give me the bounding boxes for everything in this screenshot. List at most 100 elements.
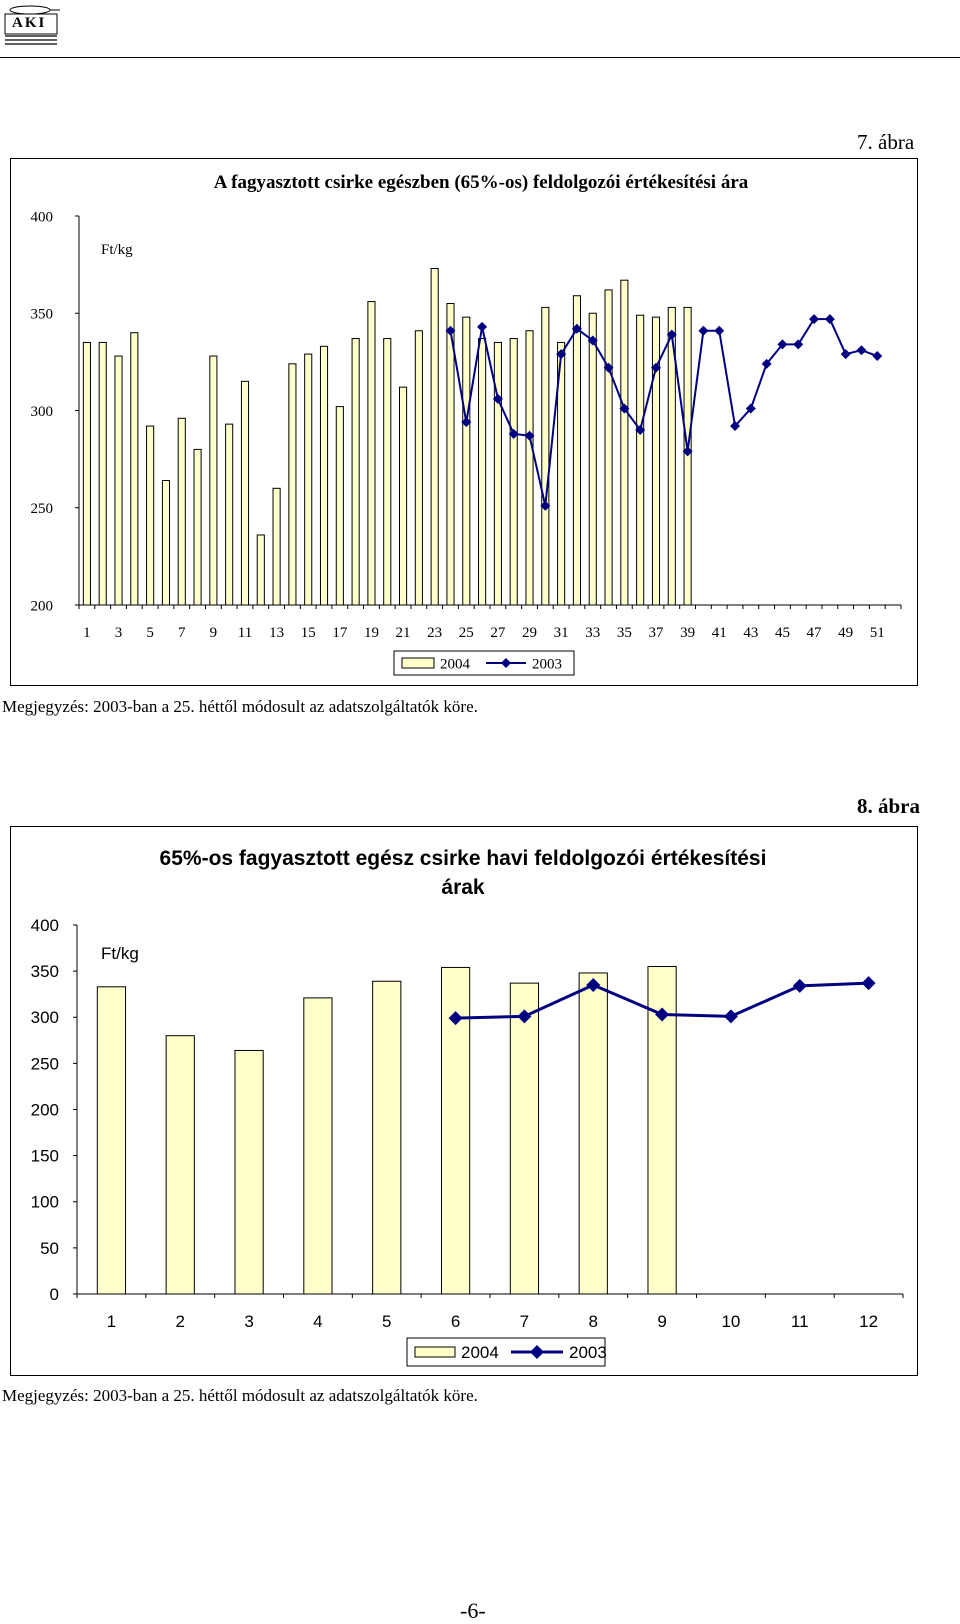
bar-2004 (367, 301, 376, 606)
x-tick-label: 35 (617, 625, 632, 641)
bar-2004 (256, 534, 265, 606)
x-tick-label: 11 (238, 625, 252, 641)
bar-2004 (304, 353, 313, 606)
bar-2004 (667, 306, 676, 606)
y-tick-label: 400 (31, 916, 59, 935)
point-2003 (619, 403, 630, 414)
bar-2004 (272, 487, 281, 606)
figure-1-label: 7. ábra (857, 130, 915, 154)
bar-2004 (288, 363, 297, 606)
x-tick-label: 21 (396, 625, 411, 641)
y-tick-label: 350 (31, 962, 59, 981)
bar-2004 (509, 982, 540, 1295)
y-tick-label: 100 (31, 1193, 59, 1212)
figure-2-note: Megjegyzés: 2003-ban a 25. héttől módosu… (2, 1386, 478, 1405)
bar-2004 (234, 1049, 264, 1295)
x-tick-label: 10 (721, 1312, 740, 1331)
bar-2004 (383, 338, 392, 606)
point-2003 (517, 1009, 532, 1024)
y-tick-label: 50 (40, 1239, 59, 1258)
x-tick-label: 29 (522, 625, 537, 641)
y-axis-label: Ft/kg (101, 242, 133, 258)
y-tick-label: 350 (31, 307, 54, 323)
bar-2004 (303, 997, 333, 1295)
bar-2004 (620, 279, 629, 606)
line-2003-segment (623, 407, 641, 431)
x-tick-label: 3 (244, 1312, 253, 1331)
bar-2004 (399, 386, 408, 606)
bar-2004 (430, 268, 439, 606)
point-2003 (524, 430, 535, 441)
line-2003-segment (765, 343, 784, 365)
point-2003 (761, 358, 772, 369)
bar-2004 (319, 345, 329, 606)
bar-2004 (572, 295, 581, 606)
figure-2-svg: 65%-os fagyasztott egész csirke havi fel… (31, 847, 904, 1367)
line-2003-segment (481, 326, 499, 400)
point-2003 (698, 325, 709, 336)
line-2003-segment (655, 334, 673, 369)
line-2003-segment (465, 326, 484, 423)
bar-2004 (414, 330, 423, 606)
x-tick-label: 7 (178, 625, 186, 641)
x-tick-label: 19 (364, 625, 379, 641)
line-2003-segment (523, 983, 594, 1018)
line-2003-segment (528, 435, 547, 507)
x-tick-label: 51 (870, 625, 885, 641)
bar-2004 (209, 355, 218, 606)
bar-2004 (478, 338, 487, 606)
x-tick-label: 25 (459, 625, 474, 641)
x-tick-label: 2 (176, 1312, 185, 1331)
point-2003 (730, 421, 741, 432)
bar-2004 (636, 314, 645, 606)
bar-2004 (525, 330, 534, 606)
y-axis-label: Ft/kg (101, 944, 139, 963)
bar-2004 (588, 312, 597, 606)
x-tick-label: 9 (210, 625, 218, 641)
bar-2004 (493, 341, 502, 606)
point-2003 (872, 351, 883, 362)
line-2003-segment (592, 983, 663, 1016)
point-2003 (666, 329, 677, 340)
bar-2004 (372, 980, 402, 1295)
point-2003 (793, 339, 804, 350)
point-2003 (650, 362, 661, 373)
point-2003 (723, 1009, 738, 1024)
legend-label-2004: 2004 (461, 1343, 499, 1362)
chart-title: 65%-os fagyasztott egész csirke havi fel… (160, 847, 767, 870)
line-2003-segment (718, 330, 737, 427)
line-2003-segment (639, 367, 657, 431)
bar-2004 (351, 338, 360, 606)
bar-2004 (462, 316, 471, 606)
legend-swatch-2004 (401, 657, 435, 669)
point-2003 (448, 1011, 463, 1026)
point-2003 (861, 976, 876, 991)
line-2003-segment (607, 367, 626, 409)
y-tick-label: 250 (31, 501, 54, 517)
bar-2004 (335, 406, 344, 606)
x-tick-label: 49 (838, 625, 853, 641)
point-2003 (571, 323, 582, 334)
legend-marker-2003 (501, 658, 511, 668)
legend-marker-2003 (530, 1345, 544, 1359)
x-tick-label: 6 (451, 1312, 460, 1331)
line-2003-segment (797, 318, 815, 345)
point-2003 (508, 428, 519, 439)
point-2003 (540, 500, 551, 511)
figure-1-chart: A fagyasztott csirke egészben (65%-os) f… (10, 158, 918, 686)
header-rule (0, 57, 960, 58)
x-tick-label: 11 (791, 1312, 809, 1331)
point-2003 (714, 325, 725, 336)
x-tick-label: 1 (107, 1312, 116, 1331)
bar-2004 (165, 1035, 195, 1295)
y-tick-label: 300 (31, 1008, 59, 1027)
x-tick-label: 27 (490, 625, 506, 641)
point-2003 (856, 345, 867, 356)
x-tick-label: 13 (269, 625, 284, 641)
line-2003-segment (734, 407, 752, 427)
x-tick-label: 33 (585, 625, 600, 641)
bar-2004 (446, 303, 455, 606)
y-tick-label: 250 (31, 1054, 59, 1073)
x-tick-label: 3 (115, 625, 123, 641)
line-2003-segment (455, 1014, 525, 1020)
